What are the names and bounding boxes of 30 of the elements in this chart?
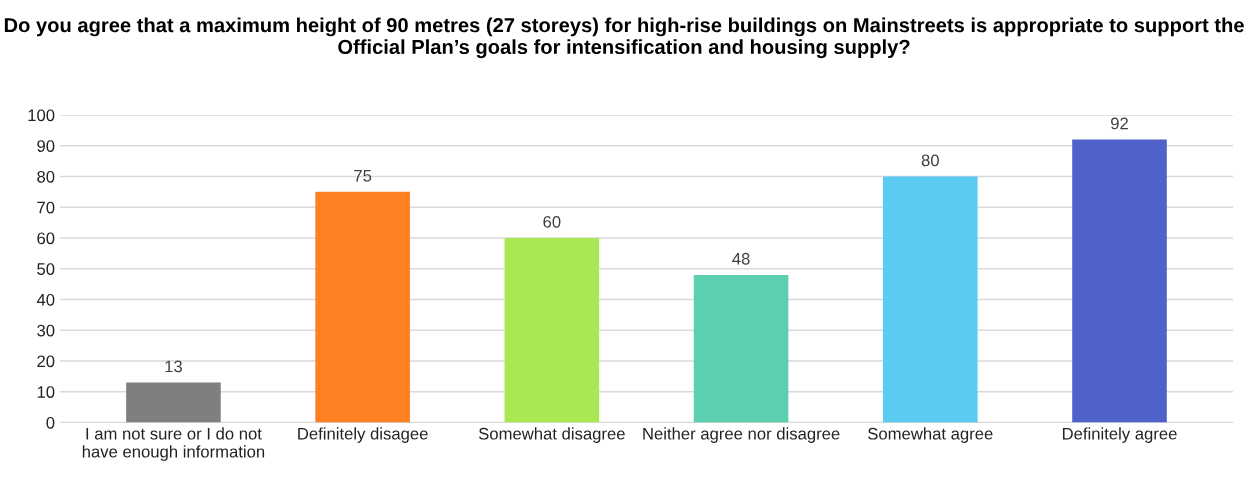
y-tick-label: 40	[36, 293, 55, 306]
x-tick-label: I am not sure or I do not have enough information	[82, 427, 265, 461]
data-label: 60	[543, 215, 561, 228]
bar	[693, 274, 789, 423]
data-label: 75	[354, 170, 372, 182]
y-tick-label: 0	[46, 416, 55, 429]
y-tick-label: 50	[37, 263, 55, 275]
bar	[315, 191, 410, 423]
x-tick-label: Definitely agree	[1062, 427, 1177, 443]
bar	[504, 238, 600, 423]
data-label: 13	[165, 360, 182, 373]
bar	[1072, 139, 1167, 423]
data-label: 92	[1111, 117, 1128, 130]
y-tick-label: 20	[37, 355, 55, 368]
y-tick-label: 80	[37, 170, 55, 183]
x-tick-label: Somewhat agree	[868, 427, 993, 443]
y-tick-label: 100	[28, 109, 55, 122]
x-tick-label: Somewhat disagree	[478, 427, 625, 443]
chart-title: Do you agree that a maximum height of 90 metres (27 storeys) for high-rise buildings on Mainstreets is appropriate to support the Official Plan’s goals for intensification and housing supply?	[4, 17, 1244, 59]
y-tick-label: 30	[37, 324, 55, 337]
x-tick-label: Definitely disagee	[298, 427, 428, 443]
data-label: 80	[921, 154, 939, 167]
x-tick-label: Neither agree nor disagree	[643, 427, 840, 443]
y-tick-label: 90	[37, 140, 55, 152]
y-tick-label: 70	[37, 201, 55, 214]
bar	[882, 176, 978, 423]
y-tick-label: 10	[37, 386, 55, 398]
y-tick-label: 60	[37, 232, 55, 245]
bar	[126, 382, 221, 423]
data-label: 48	[732, 252, 750, 265]
